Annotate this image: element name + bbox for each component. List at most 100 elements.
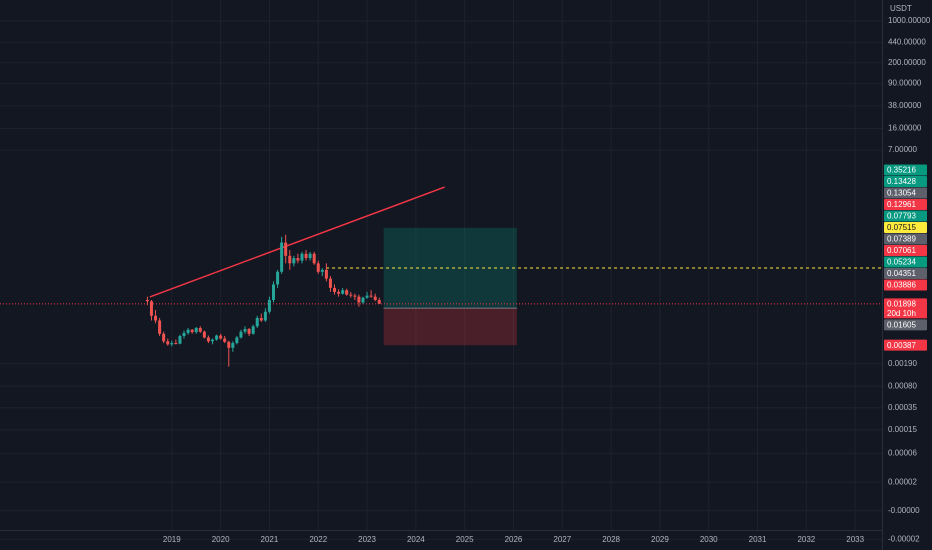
price-tag xyxy=(884,298,927,310)
candle-body xyxy=(251,326,255,334)
price-tag-label: 0.01898 xyxy=(887,299,916,308)
candle-body xyxy=(259,318,263,321)
x-tick-label: 2024 xyxy=(407,535,425,544)
price-tag-label: 0.35216 xyxy=(887,166,916,175)
candle-body xyxy=(255,318,259,327)
y-tick-label: -0.00002 xyxy=(888,534,920,543)
x-tick-label: 2031 xyxy=(749,535,767,544)
candle-body xyxy=(320,269,324,272)
y-tick-label: 1000.00000 xyxy=(888,16,931,25)
y-tick-label: 0.00190 xyxy=(888,359,917,368)
candle-body xyxy=(316,263,320,272)
y-tick-label: 440.00000 xyxy=(888,37,926,46)
candle-body xyxy=(296,258,300,261)
price-tag xyxy=(884,233,927,245)
candle-body xyxy=(158,320,162,334)
x-tick-label: 2027 xyxy=(553,535,571,544)
price-tag xyxy=(884,164,927,176)
x-tick-label: 2021 xyxy=(261,535,279,544)
candle-body xyxy=(308,253,312,259)
price-tag xyxy=(884,176,927,187)
candle-body xyxy=(206,337,210,342)
candle-body xyxy=(373,296,377,300)
price-tag-label: 0.13054 xyxy=(887,189,916,198)
candle-body xyxy=(194,327,198,333)
x-tick-label: 2029 xyxy=(651,535,669,544)
candle-body xyxy=(267,299,271,312)
x-tick-label: 2033 xyxy=(846,535,864,544)
candle-body xyxy=(149,301,153,316)
candle-body xyxy=(349,294,353,296)
candle-body xyxy=(231,343,235,348)
candle-body xyxy=(227,341,231,348)
x-tick-label: 2025 xyxy=(456,535,474,544)
price-tag-label: 0.07793 xyxy=(887,212,916,221)
candle-body xyxy=(170,343,174,345)
candle-body xyxy=(369,295,373,297)
candle-body xyxy=(332,287,336,292)
y-tick-label: 38.00000 xyxy=(888,101,922,110)
candle-body xyxy=(154,315,158,321)
price-tag xyxy=(884,279,927,291)
candle-body xyxy=(174,343,178,345)
candle-body xyxy=(178,336,182,344)
candle-body xyxy=(288,255,292,264)
candle-body xyxy=(219,335,223,339)
stop-zone xyxy=(383,308,517,346)
y-tick-label: 7.00000 xyxy=(888,145,917,154)
candle-body xyxy=(182,332,186,337)
y-tick-label: 0.00006 xyxy=(888,449,917,458)
y-tick-label: 90.00000 xyxy=(888,79,922,88)
x-tick-label: 2030 xyxy=(700,535,718,544)
candle-body xyxy=(377,299,381,304)
x-tick-label: 2026 xyxy=(505,535,523,544)
candle-body xyxy=(166,341,170,345)
candle-body xyxy=(190,329,194,333)
y-tick-label: 0.00080 xyxy=(888,381,917,390)
candle-body xyxy=(235,337,239,344)
candle-body xyxy=(300,253,304,261)
candle-body xyxy=(280,242,284,272)
price-tag-label: 0.05234 xyxy=(887,258,916,267)
candle-body xyxy=(202,331,206,338)
candle-body xyxy=(239,331,243,338)
x-tick-label: 2019 xyxy=(163,535,181,544)
y-tick-label: 16.00000 xyxy=(888,124,922,133)
candle-body xyxy=(365,295,369,298)
price-tag-label: 0.01605 xyxy=(887,320,916,329)
price-tag-label: 0.07515 xyxy=(887,223,916,232)
price-tag xyxy=(884,222,927,233)
y-tick-label: 0.00002 xyxy=(888,477,917,486)
x-tick-label: 2032 xyxy=(797,535,815,544)
y-tick-label: 0.00035 xyxy=(888,403,917,412)
candle-body xyxy=(304,253,308,259)
countdown-tag xyxy=(884,308,927,319)
candle-body xyxy=(162,333,166,342)
x-tick-label: 2023 xyxy=(358,535,376,544)
candle-body xyxy=(198,327,202,332)
unit-label: USDT xyxy=(890,4,912,13)
candle-body xyxy=(328,278,332,288)
candle-body xyxy=(312,253,316,264)
candle-body xyxy=(243,329,247,332)
candle-body xyxy=(263,311,267,321)
candle-body xyxy=(284,242,288,256)
price-tag-label: 0.07389 xyxy=(887,235,916,244)
x-tick-label: 2028 xyxy=(602,535,620,544)
candle-body xyxy=(353,295,357,297)
price-tag xyxy=(884,245,927,256)
price-tag-label: 0.12961 xyxy=(887,200,916,209)
x-tick-label: 2020 xyxy=(212,535,230,544)
x-tick-label: 2022 xyxy=(309,535,327,544)
candle-body xyxy=(345,290,349,295)
candle-body xyxy=(324,269,328,279)
price-tag-label: 0.13428 xyxy=(887,177,916,186)
candle-body xyxy=(271,284,275,300)
candle-body xyxy=(292,258,296,264)
y-tick-label: 200.00000 xyxy=(888,58,926,67)
candle-body xyxy=(145,299,149,302)
price-tag xyxy=(884,268,927,279)
candle-body xyxy=(210,339,214,342)
